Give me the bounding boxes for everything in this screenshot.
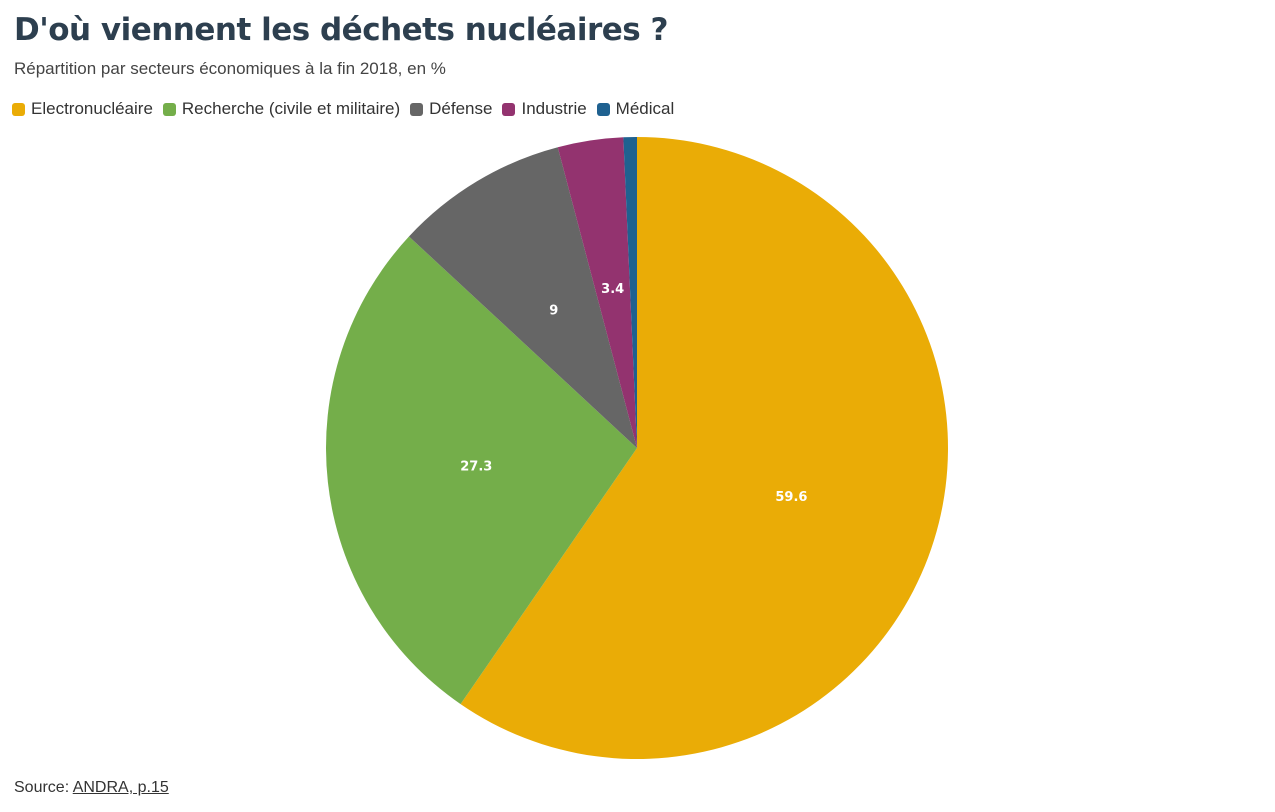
legend-label-electronucleaire: Electronucléaire [31,99,153,118]
legend-label-medical: Médical [615,99,675,118]
pie-slice-label-2: 9 [549,303,558,318]
source-note: Source: ANDRA, p.15 [14,779,169,797]
pie-slice-0[interactable] [460,137,948,759]
legend-label-industrie: Industrie [521,99,587,118]
legend: Electronucléaire Recherche (civile et mi… [12,99,674,119]
legend-item-electronucleaire[interactable]: Electronucléaire [12,99,153,119]
pie-slice-label-0: 59.6 [775,490,807,505]
legend-label-defense: Défense [429,99,493,118]
pie-slice-4[interactable] [623,137,637,448]
legend-swatch-industrie [502,102,516,116]
legend-item-industrie[interactable]: Industrie [502,99,587,119]
pie-slice-label-3: 3.4 [601,282,624,297]
chart-subtitle: Répartition par secteurs économiques à l… [14,59,446,78]
legend-item-defense[interactable]: Défense [410,99,492,119]
legend-swatch-electronucleaire [12,102,25,116]
pie-slice-3[interactable] [557,137,637,449]
legend-swatch-medical [596,102,610,116]
legend-item-recherche[interactable]: Recherche (civile et militaire) [162,99,401,119]
chart-title: D'où viennent les déchets nucléaires ? [14,12,668,48]
pie-slice-2[interactable] [408,147,637,448]
legend-swatch-recherche [162,102,176,116]
legend-label-recherche: Recherche (civile et militaire) [181,99,401,118]
pie-slice-label-1: 27.3 [460,460,492,475]
source-link[interactable]: ANDRA, p.15 [72,779,169,796]
source-prefix: Source: [14,779,73,796]
legend-item-medical[interactable]: Médical [596,99,675,119]
pie-labels: 59.6 27.3 9 3.4 [460,282,807,505]
legend-swatch-defense [410,102,424,116]
pie-slice-1[interactable] [325,236,637,705]
pie-chart: 59.6 27.3 9 3.4 [325,137,948,759]
pie-slices [325,137,948,759]
